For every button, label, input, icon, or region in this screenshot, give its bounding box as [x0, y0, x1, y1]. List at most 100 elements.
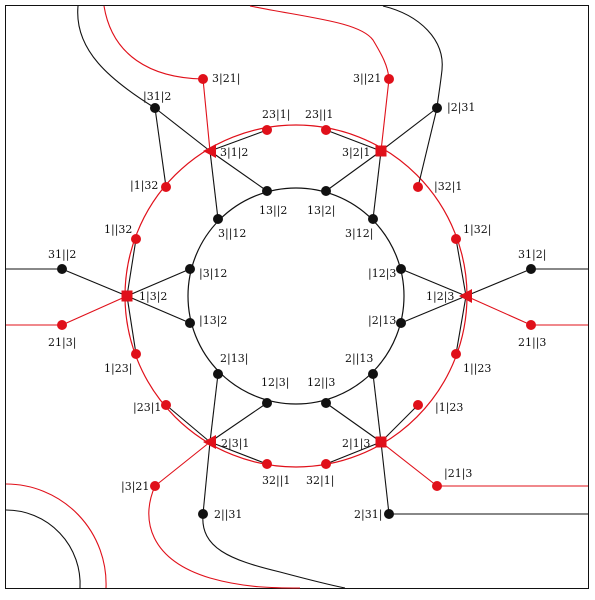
edge-i8-m10	[400, 295, 467, 324]
node-m18	[321, 459, 331, 469]
node-i11	[262, 398, 272, 408]
outer-curve-top-right-red	[249, 5, 390, 80]
node-m2	[321, 125, 331, 135]
node-label-m6: |32|1	[434, 180, 462, 194]
middle-circle	[124, 124, 468, 468]
node-o3	[150, 103, 160, 113]
node-m14	[413, 400, 423, 410]
node-label-m17: 32||1	[262, 474, 290, 488]
node-label-m2: 23||1	[305, 108, 333, 122]
node-i5	[185, 264, 195, 274]
edge-o10-m16	[380, 441, 438, 487]
edge-o4-m4	[380, 107, 438, 152]
node-o2	[384, 74, 394, 84]
outer-curve-bottom-red	[148, 485, 301, 589]
edge-o11-m15	[202, 441, 211, 515]
edge-m1-m3	[209, 129, 268, 152]
edge-i3-m3	[209, 150, 219, 220]
node-label-i12: 12||3	[307, 376, 335, 390]
node-label-o8: 21||3	[518, 336, 546, 350]
node-i10	[368, 369, 378, 379]
node-label-m1: 23|1|	[262, 108, 290, 122]
node-label-o12: 2|31|	[354, 508, 382, 522]
node-label-m11: 1|23|	[104, 362, 132, 376]
node-i8	[396, 318, 406, 328]
node-o12	[384, 509, 394, 519]
node-label-i11: 12|3|	[261, 376, 289, 390]
curves-layer	[5, 5, 588, 589]
edge-m8-m10	[455, 238, 467, 297]
node-m12	[451, 349, 461, 359]
edge-m12-m10	[455, 295, 467, 355]
node-label-o5: 31||2	[48, 248, 76, 262]
edge-i5-m9	[126, 268, 191, 297]
edge-o3-m3	[154, 107, 211, 152]
edge-o1-m3	[202, 78, 211, 152]
node-i6	[396, 264, 406, 274]
corner-arc-black	[5, 509, 81, 589]
edge-i12-m16	[325, 402, 382, 443]
edge-m2-m4	[325, 129, 382, 152]
node-label-m15: 2|3|1	[221, 437, 249, 451]
node-i2	[321, 186, 331, 196]
node-o6	[57, 320, 67, 330]
node-label-m8: 1|32|	[463, 223, 491, 237]
node-label-i3: 3||12	[218, 227, 246, 241]
node-label-i4: 3|12|	[345, 227, 373, 241]
outer-curve-top-red	[103, 5, 204, 80]
node-m15	[203, 435, 216, 449]
node-label-m16: 2|1|3	[342, 437, 370, 451]
node-label-m4: 3|2|1	[342, 146, 370, 160]
node-label-m7: 1||32	[104, 223, 132, 237]
node-i3	[213, 214, 223, 224]
edge-i4-m4	[372, 150, 382, 220]
nodes-layer	[57, 74, 536, 519]
node-o4	[432, 103, 442, 113]
edge-m17-m15	[209, 441, 268, 465]
edge-m13-m15	[165, 404, 211, 443]
node-m17	[262, 459, 272, 469]
node-m16	[375, 436, 387, 448]
node-o5	[57, 264, 67, 274]
node-m9	[121, 290, 133, 302]
node-i1	[262, 186, 272, 196]
node-label-i1: 13||2	[259, 204, 287, 218]
node-label-o1: 3|21|	[212, 72, 240, 86]
node-m13	[161, 400, 171, 410]
edge-i10-m16	[372, 373, 382, 443]
edge-i1-m3	[209, 150, 268, 192]
edge-i9-m15	[209, 373, 219, 443]
node-i9	[213, 369, 223, 379]
node-label-m12: 1||23	[463, 362, 491, 376]
edge-o5-m9	[61, 268, 128, 297]
node-label-o6: 21|3|	[48, 336, 76, 350]
node-label-o2: 3||21	[353, 72, 381, 86]
edge-i2-m4	[325, 150, 382, 192]
node-label-o10: |21|3	[444, 467, 472, 481]
corner-arc-red	[5, 483, 107, 589]
node-label-m14: |1|23	[435, 401, 463, 415]
node-m5	[161, 182, 171, 192]
node-label-m13: |23|1	[133, 401, 161, 415]
node-label-i5: |3|12	[199, 267, 227, 281]
node-label-i7: |13|2	[199, 314, 227, 328]
edge-o6-m9	[61, 295, 128, 326]
edge-m14-m16	[380, 404, 419, 443]
edge-o7-m10	[465, 268, 532, 297]
node-m1	[262, 125, 272, 135]
outer-curve-top-right-black	[382, 5, 443, 109]
node-label-i2: 13|2|	[307, 204, 335, 218]
node-label-o4: |2|31	[447, 101, 475, 115]
edge-o3-m5	[154, 107, 167, 188]
node-m3	[203, 144, 216, 158]
node-m11	[131, 349, 141, 359]
node-label-o7: 31|2|	[518, 248, 546, 262]
inner-circle	[187, 187, 405, 405]
node-m4	[375, 145, 387, 157]
node-o10	[432, 481, 442, 491]
frame-layer	[5, 5, 589, 589]
edge-i11-m15	[209, 402, 268, 443]
node-label-i8: |2|13	[368, 314, 396, 328]
node-o1	[198, 74, 208, 84]
